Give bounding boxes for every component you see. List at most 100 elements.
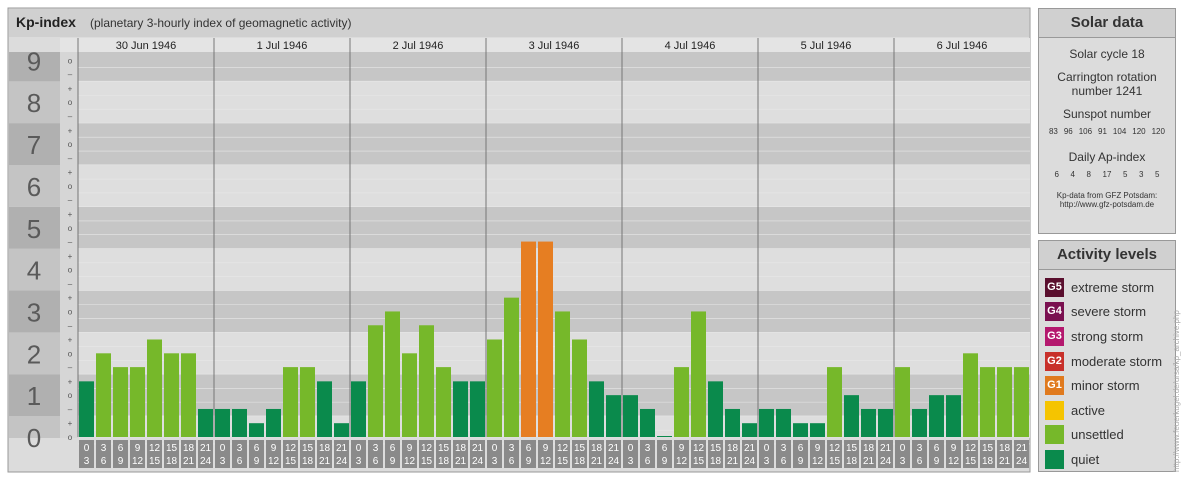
hour-to: 12: [676, 456, 688, 467]
legend-label: severe storm: [1071, 304, 1147, 320]
chart-title: Kp-index: [16, 14, 76, 30]
hour-from: 21: [336, 443, 348, 454]
hour-from: 3: [101, 443, 107, 454]
hour-from: 15: [982, 443, 994, 454]
hour-to: 18: [438, 456, 450, 467]
hour-cell: [470, 440, 485, 468]
bar: [657, 436, 672, 437]
hour-cell: [504, 440, 519, 468]
minor-tick-label: o: [68, 266, 73, 275]
bar: [113, 367, 128, 437]
hour-cell: [96, 440, 111, 468]
hour-cell: [963, 440, 978, 468]
legend-label: quiet: [1071, 451, 1100, 467]
date-label: 6 Jul 1946: [937, 40, 988, 52]
plot-band: [78, 416, 1030, 438]
hour-to: 6: [917, 456, 923, 467]
bar: [895, 367, 910, 437]
hour-to: 3: [764, 456, 770, 467]
hour-to: 18: [302, 456, 314, 467]
sunspot-value: 120: [1151, 127, 1165, 136]
y-tick-label: 1: [27, 381, 41, 411]
bar: [436, 367, 451, 437]
hour-to: 21: [183, 456, 195, 467]
minor-tick-label: –: [68, 196, 73, 205]
hour-to: 12: [268, 456, 280, 467]
hour-to: 24: [608, 456, 620, 467]
date-label: 30 Jun 1946: [116, 40, 177, 52]
sunspot-value: 120: [1132, 127, 1146, 136]
source-url: http://www.gfz-potsdam.de: [1059, 200, 1155, 209]
hour-from: 0: [900, 443, 906, 454]
bar: [317, 381, 332, 437]
hour-cell: [810, 440, 825, 468]
hour-cell: [980, 440, 995, 468]
ap-value: 8: [1086, 170, 1091, 179]
bar: [963, 353, 978, 437]
y-tick-label: 7: [27, 130, 41, 160]
hour-to: 18: [846, 456, 858, 467]
bar: [232, 408, 247, 437]
minor-tick-label: –: [68, 70, 73, 79]
hour-to: 12: [132, 456, 144, 467]
bar: [181, 353, 196, 437]
hour-cell: [946, 440, 961, 468]
plot-band: [78, 164, 1030, 207]
hour-to: 12: [948, 456, 960, 467]
hour-from: 12: [149, 443, 161, 454]
hour-to: 3: [220, 456, 226, 467]
hour-to: 6: [373, 456, 379, 467]
hour-to: 9: [526, 456, 532, 467]
hour-to: 18: [982, 456, 994, 467]
date-label: 3 Jul 1946: [529, 40, 580, 52]
bar: [504, 297, 519, 437]
hour-cell: [521, 440, 536, 468]
bar: [283, 367, 298, 437]
hour-from: 6: [390, 443, 396, 454]
hour-cell: [283, 440, 298, 468]
carrington: Carrington rotation number 1241: [1057, 70, 1157, 98]
source: Kp-data from GFZ Potsdam:: [1056, 191, 1158, 200]
ap-value: 3: [1139, 170, 1144, 179]
hour-to: 15: [149, 456, 161, 467]
legend-swatch: G1: [1045, 376, 1064, 396]
hour-from: 3: [237, 443, 243, 454]
bar: [198, 408, 213, 437]
hour-cell: [895, 440, 910, 468]
hour-cell: [436, 440, 451, 468]
hour-cell: [130, 440, 145, 468]
hour-to: 12: [812, 456, 824, 467]
minor-tick-label: o: [68, 349, 73, 358]
hour-cell: [487, 440, 502, 468]
hour-cell: [334, 440, 349, 468]
hour-to: 15: [829, 456, 841, 467]
bar: [674, 367, 689, 437]
bar: [215, 408, 230, 437]
label-band: [9, 248, 60, 291]
date-header: [60, 38, 1030, 52]
minor-tick-label: –: [68, 112, 73, 121]
hour-from: 15: [846, 443, 858, 454]
hour-cell: [776, 440, 791, 468]
hour-to: 24: [1016, 456, 1028, 467]
bar: [606, 395, 621, 437]
legend-item: quiet: [1039, 447, 1175, 472]
chart-subtitle: (planetary 3-hourly index of geomagnetic…: [90, 16, 351, 30]
bar: [334, 423, 349, 437]
hour-cell: [385, 440, 400, 468]
solar-data-panel: Solar data Solar cycle 18 Carrington rot…: [1038, 8, 1176, 234]
legend-label: minor storm: [1071, 378, 1140, 394]
plot-band: [78, 248, 1030, 291]
ap-list: 6 4 8 17 5 3 5: [1039, 170, 1175, 179]
label-band: [9, 332, 60, 375]
hour-cell: [164, 440, 179, 468]
legend-item: G1 minor storm: [1039, 373, 1175, 398]
hour-cell: [793, 440, 808, 468]
hour-cell: [198, 440, 213, 468]
hour-to: 15: [693, 456, 705, 467]
hour-from: 12: [285, 443, 297, 454]
legend-item: active: [1039, 398, 1175, 423]
hour-to: 15: [285, 456, 297, 467]
date-label: 2 Jul 1946: [393, 40, 444, 52]
legend-label: unsettled: [1071, 427, 1124, 443]
